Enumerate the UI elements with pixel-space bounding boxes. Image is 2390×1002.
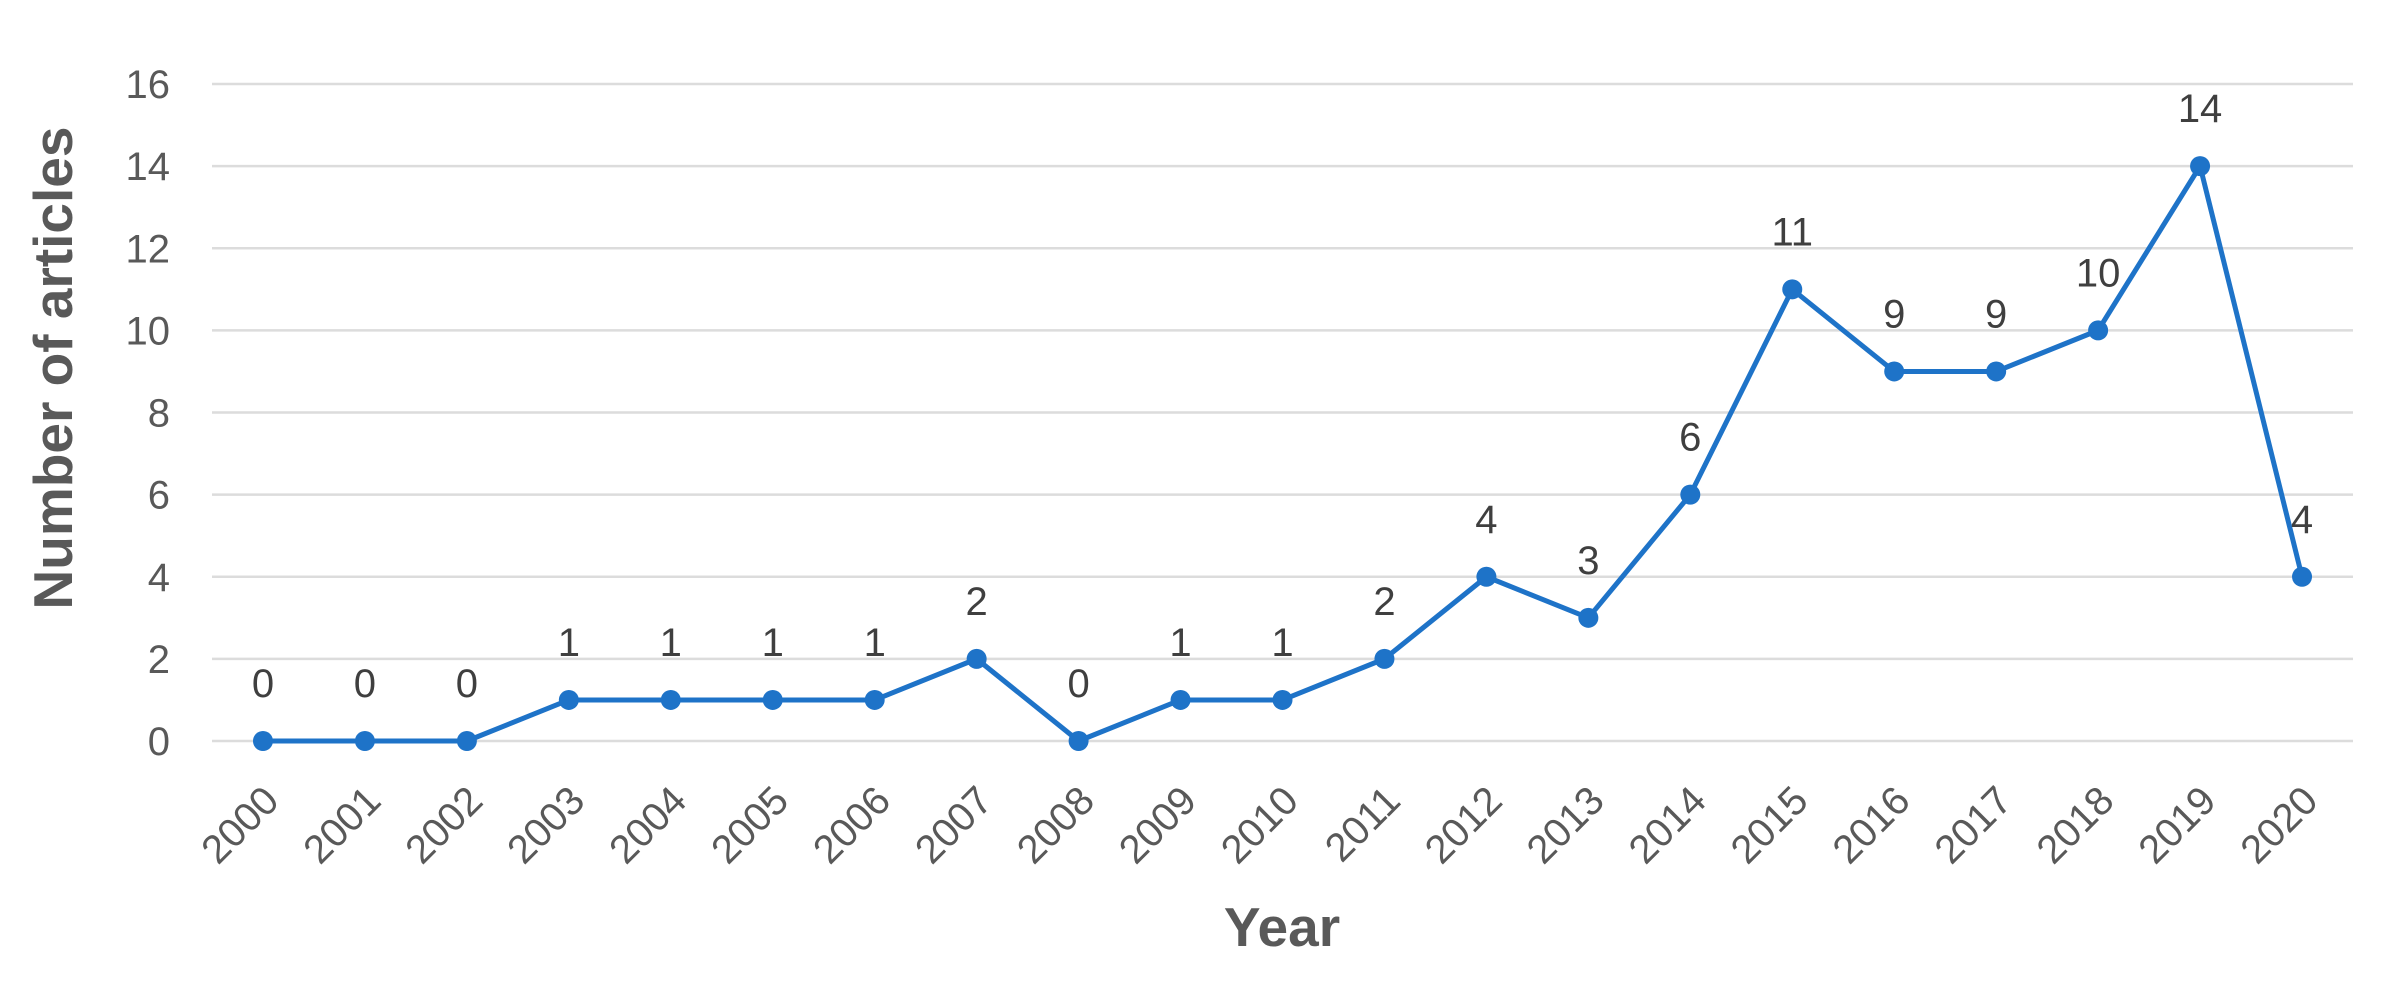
- x-tick-label: 2009: [1111, 778, 1205, 872]
- y-tick-label: 8: [148, 392, 170, 436]
- x-tick-label: 2012: [1417, 778, 1511, 872]
- data-point-label: 1: [762, 621, 784, 665]
- data-point-marker: [762, 689, 783, 710]
- x-tick-label: 2002: [397, 778, 491, 872]
- data-point-label: 1: [864, 621, 886, 665]
- x-tick-label: 2017: [1926, 778, 2020, 872]
- x-tick-label: 2019: [2130, 778, 2224, 872]
- data-point-label: 1: [1271, 621, 1293, 665]
- data-point-label: 2: [1373, 580, 1395, 624]
- data-point-marker: [2292, 566, 2313, 587]
- data-point-marker: [1782, 279, 1803, 300]
- data-point-marker: [660, 689, 681, 710]
- data-point-label: 2: [966, 580, 988, 624]
- x-tick-label: 2006: [805, 778, 899, 872]
- data-point-label: 1: [660, 621, 682, 665]
- data-point-label: 1: [1169, 621, 1191, 665]
- x-tick-label: 2013: [1519, 778, 1613, 872]
- y-tick-label: 16: [126, 63, 171, 107]
- data-point-label: 11: [1771, 210, 1813, 254]
- data-point-marker: [1170, 689, 1191, 710]
- x-tick-label: 2010: [1213, 778, 1307, 872]
- gridlines: [212, 82, 2353, 743]
- y-tick-label: 6: [148, 474, 170, 518]
- data-point-markers: [252, 156, 2313, 751]
- data-point-label: 3: [1577, 539, 1599, 583]
- x-tick-label: 2007: [907, 778, 1001, 872]
- x-tick-label: 2011: [1317, 778, 1409, 870]
- x-tick-label: 2020: [2232, 778, 2326, 872]
- data-point-marker: [1374, 648, 1395, 669]
- x-tick-label: 2000: [193, 778, 287, 872]
- y-tick-label: 2: [148, 638, 170, 682]
- data-point-marker: [1884, 361, 1905, 382]
- x-tick-label: 2003: [499, 778, 593, 872]
- x-tick-label: 2001: [295, 778, 389, 872]
- x-tick-label: 2005: [703, 778, 797, 872]
- y-tick-label: 14: [126, 145, 171, 189]
- x-tick-label: 2018: [2028, 778, 2122, 872]
- data-point-label: 0: [252, 662, 274, 706]
- data-point-label: 6: [1679, 416, 1701, 460]
- data-point-marker: [1272, 689, 1293, 710]
- data-point-marker: [1578, 607, 1599, 628]
- data-point-marker: [558, 689, 579, 710]
- data-point-marker: [1986, 361, 2007, 382]
- data-point-label: 0: [354, 662, 376, 706]
- y-tick-label: 10: [126, 309, 171, 353]
- x-tick-label: 2016: [1825, 778, 1919, 872]
- data-point-label: 9: [1985, 292, 2007, 336]
- x-tick-label: 2008: [1009, 778, 1103, 872]
- x-axis-title: Year: [1224, 896, 1340, 958]
- data-point-marker: [2190, 156, 2211, 177]
- data-point-marker: [1068, 731, 1089, 751]
- y-axis-tick-labels: 0 2 4 6 8 10 12 14 16: [126, 63, 171, 764]
- data-point-marker: [864, 689, 885, 710]
- data-point-marker: [252, 731, 273, 751]
- y-axis-title: Number of articles: [22, 127, 84, 610]
- x-axis-tick-labels: 2000 2001 2002 2003 2004 2005 2006 2007 2008 2009…: [193, 778, 2326, 872]
- data-point-marker: [354, 731, 375, 751]
- y-tick-label: 12: [126, 227, 171, 271]
- y-tick-label: 0: [148, 720, 170, 764]
- x-tick-label: 2004: [601, 778, 695, 872]
- data-point-marker: [2088, 320, 2109, 341]
- y-tick-label: 4: [148, 556, 170, 600]
- x-tick-label: 2015: [1723, 778, 1817, 872]
- data-point-label: 4: [2291, 498, 2313, 542]
- data-point-marker: [966, 648, 987, 669]
- data-point-marker: [1680, 484, 1701, 505]
- data-point-label: 1: [558, 621, 580, 665]
- data-point-marker: [1476, 566, 1497, 587]
- data-point-label: 14: [2178, 87, 2223, 131]
- data-point-marker: [456, 731, 477, 751]
- x-tick-label: 2014: [1621, 778, 1715, 872]
- data-point-label: 0: [1067, 662, 1089, 706]
- data-point-label: 4: [1475, 498, 1497, 542]
- data-point-label: 10: [2076, 251, 2121, 295]
- data-point-label: 0: [456, 662, 478, 706]
- data-point-label: 9: [1883, 292, 1905, 336]
